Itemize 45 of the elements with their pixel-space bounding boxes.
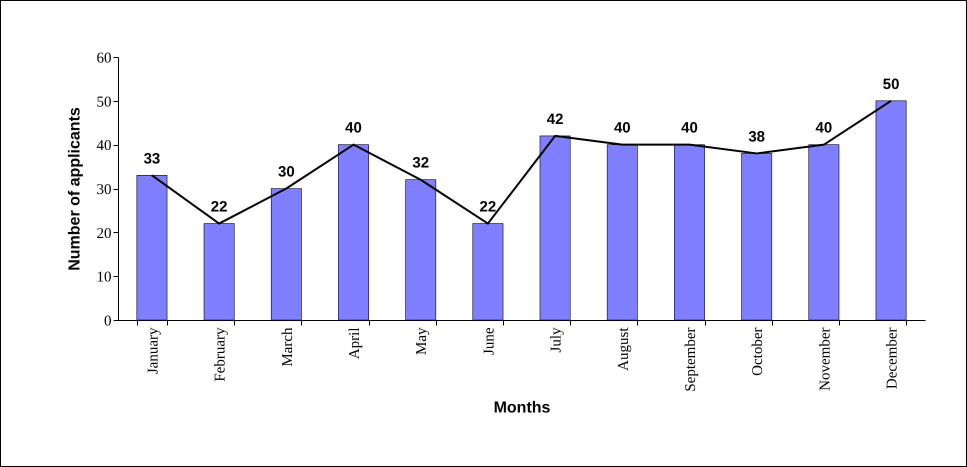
x-tick-label: February (212, 327, 229, 382)
bar (540, 136, 571, 320)
x-tick-label: April (347, 328, 364, 360)
data-label: 50 (882, 76, 900, 93)
bar (472, 223, 504, 320)
x-tick-label: January (145, 327, 162, 374)
bar (876, 100, 906, 320)
bar (338, 144, 369, 320)
data-label: 22 (210, 198, 228, 216)
bar (606, 144, 638, 320)
y-tick-label: 40 (96, 138, 112, 154)
x-tick-label: September (682, 328, 699, 392)
data-label: 40 (345, 120, 362, 137)
data-label: 38 (748, 128, 766, 146)
data-label: 22 (480, 198, 496, 216)
data-label: 30 (278, 164, 295, 180)
x-tick-label: June (481, 327, 498, 355)
data-label: 42 (546, 110, 564, 128)
y-axis-title: Number of applicants (66, 107, 84, 271)
x-tick-label: March (280, 327, 296, 367)
data-label: 32 (412, 154, 430, 172)
bar (270, 188, 302, 320)
bar (808, 144, 840, 320)
x-axis-title: Months (494, 400, 551, 417)
data-label: 40 (681, 120, 698, 137)
x-tick-label: July (548, 327, 565, 353)
data-label: 33 (144, 150, 160, 168)
y-tick-label: 30 (96, 182, 112, 198)
y-tick-label: 0 (104, 314, 112, 330)
x-tick-label: October (750, 327, 766, 376)
x-tick-label: August (616, 326, 632, 371)
bar (204, 223, 235, 320)
data-label: 40 (816, 120, 832, 137)
bar (741, 153, 772, 320)
x-tick-label: December (884, 328, 901, 390)
data-label: 40 (614, 120, 631, 137)
bar (136, 175, 168, 320)
y-tick-label: 20 (96, 226, 112, 242)
x-tick-label: May (414, 327, 430, 355)
y-tick-label: 50 (96, 94, 112, 110)
x-tick-label: November (817, 327, 834, 391)
bar (405, 179, 436, 320)
bar (674, 144, 705, 320)
y-tick-label: 60 (96, 50, 112, 66)
y-tick-label: 10 (96, 270, 112, 286)
